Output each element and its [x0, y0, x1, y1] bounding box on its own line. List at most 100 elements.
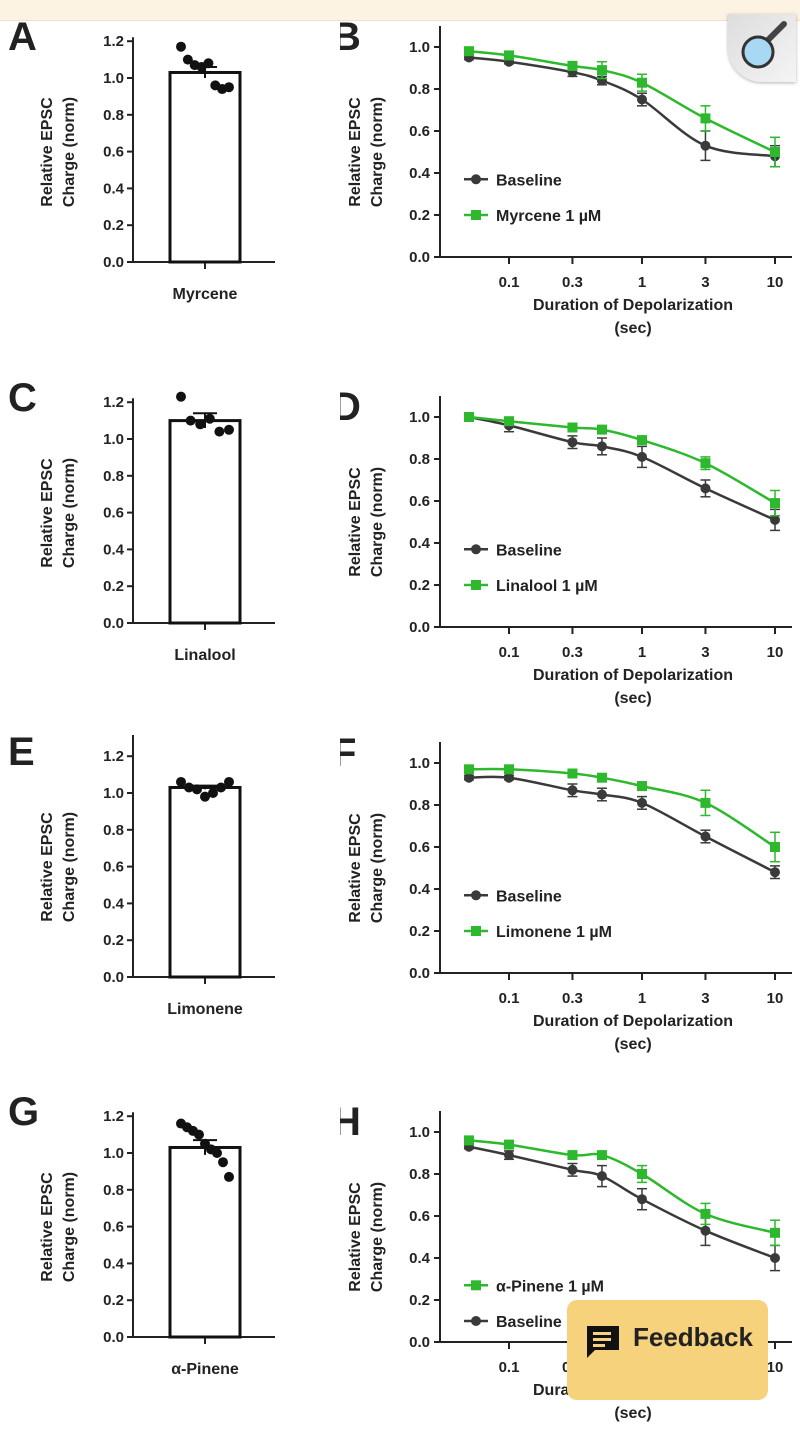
panel-letter: E: [8, 735, 35, 774]
data-point: [567, 437, 578, 448]
series-line-0: [468, 415, 776, 522]
y-tick-label: 0.2: [103, 1292, 124, 1309]
x-tick-label: Limonene: [167, 1001, 243, 1018]
bar: [168, 70, 242, 264]
y-axis-label: Relative EPSC: [39, 458, 56, 568]
y-tick-label: 0.8: [103, 107, 124, 124]
x-tick-label: 0.1: [499, 644, 520, 661]
y-tick-label: 1.0: [409, 1124, 430, 1141]
y-tick-label: 0.6: [103, 505, 124, 522]
data-point: [224, 82, 234, 93]
panel-letter: B: [340, 20, 361, 59]
y-axis-label: Charge (norm): [369, 813, 386, 923]
legend-marker: [471, 544, 481, 555]
y-tick-label: 0.4: [409, 881, 431, 898]
y-tick-label: 0.0: [409, 965, 430, 982]
y-tick-label: 1.0: [103, 431, 124, 448]
legend-label: Limonene 1 µM: [496, 924, 612, 941]
data-point: [224, 1171, 234, 1182]
x-tick-label: 0.1: [499, 274, 520, 291]
legend-label: Baseline: [496, 1314, 562, 1331]
data-point: [224, 424, 234, 435]
data-point: [176, 391, 186, 402]
y-tick-label: 1.0: [103, 1145, 124, 1162]
x-tick-label: 10: [767, 990, 784, 1007]
y-tick-label: 1.2: [103, 1108, 124, 1125]
data-point: [208, 788, 218, 798]
x-tick-label: 1: [638, 644, 646, 661]
data-point: [504, 772, 514, 783]
y-axis-label: Charge (norm): [61, 1172, 78, 1282]
data-point: [567, 422, 578, 433]
data-point: [637, 435, 647, 446]
data-point: [770, 1227, 780, 1238]
legend-label: Baseline: [496, 172, 562, 189]
legend-label: α-Pinene 1 µM: [496, 1278, 604, 1295]
y-tick-label: 0.0: [103, 254, 124, 271]
data-point: [700, 458, 711, 469]
data-point: [463, 46, 474, 57]
feedback-chat-icon: [587, 1326, 619, 1358]
panel-G-bar-chart: G 0.0 0.2 0.4 0.6 0.8 1.0 1.2 Relative EPSC Charg…: [8, 1095, 275, 1378]
data-point: [770, 147, 780, 157]
x-tick-label: 3: [701, 644, 709, 661]
data-point: [182, 54, 193, 65]
legend-marker: [471, 174, 481, 185]
data-point: [567, 1164, 578, 1175]
x-axis-label: (sec): [614, 320, 651, 337]
data-point: [176, 776, 186, 787]
significance-star: *: [200, 381, 211, 395]
data-point: [567, 768, 578, 779]
top-banner: [0, 0, 800, 21]
series-line-1: [468, 767, 776, 849]
x-tick-label: 0.3: [562, 990, 583, 1007]
data-point: [567, 785, 578, 796]
x-axis-label: Duration of Depolarization: [533, 667, 733, 684]
panel-D-line-chart: D 0.0 0.2 0.4 0.6 0.8 1.0 0.1 0.3 1 3 10 Duration of…: [340, 390, 792, 707]
y-tick-label: 1.2: [103, 394, 124, 411]
data-point: [185, 415, 196, 426]
y-tick-label: 0.2: [409, 577, 430, 594]
y-axis-label: Relative EPSC: [347, 97, 364, 207]
data-point: [203, 58, 214, 69]
y-tick-label: 0.2: [103, 578, 124, 595]
data-point: [637, 77, 647, 88]
y-tick-label: 0.0: [409, 1334, 430, 1351]
data-point: [176, 41, 186, 52]
data-point: [637, 1169, 647, 1179]
x-tick-label: 3: [701, 274, 709, 291]
zoom-button[interactable]: [728, 14, 796, 82]
x-tick-label: Myrcene: [173, 286, 238, 303]
y-tick-label: 0.0: [409, 619, 430, 636]
data-point: [596, 789, 607, 800]
y-tick-label: 0.6: [409, 1208, 430, 1225]
data-point: [700, 1208, 711, 1219]
y-tick-label: 1.0: [409, 39, 430, 56]
y-axis-label: Relative EPSC: [39, 97, 56, 207]
panel-A-bar-chart: A 0.0 0.2 0.4 0.6 0.8 1.0 1.2 Relative EPSC Charg…: [8, 20, 275, 303]
y-tick-label: 1.0: [103, 70, 124, 87]
data-point: [596, 424, 607, 435]
data-point: [504, 1139, 514, 1150]
legend-marker: [471, 1316, 481, 1326]
data-point: [224, 776, 234, 787]
data-point: [204, 413, 215, 424]
y-axis-label: Relative EPSC: [347, 813, 364, 923]
x-tick-label: 0.3: [562, 274, 583, 291]
y-axis-label: Charge (norm): [369, 467, 386, 577]
data-point: [700, 1225, 711, 1236]
x-axis-label: Duration of Depolarization: [533, 297, 733, 314]
y-axis-label: Charge (norm): [369, 1182, 386, 1292]
legend-label: Baseline: [496, 888, 562, 905]
x-tick-label: 1: [638, 274, 646, 291]
legend-label: Baseline: [496, 542, 562, 559]
x-tick-label: 10: [767, 274, 784, 291]
legend-label: Myrcene 1 µM: [496, 208, 601, 225]
data-point: [700, 831, 711, 842]
panel-C-bar-chart: C 0.0 0.2 0.4 0.6 0.8 1.0 1.2 Relative EPSC Charg…: [8, 381, 275, 664]
y-axis-label: Charge (norm): [61, 458, 78, 568]
feedback-button[interactable]: Feedback: [567, 1300, 768, 1400]
data-point: [596, 1150, 607, 1161]
data-point: [504, 50, 514, 61]
data-point: [637, 781, 647, 792]
